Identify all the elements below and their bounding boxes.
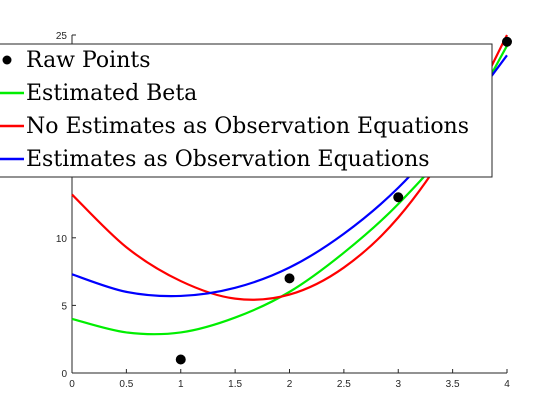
y-tick-label: 10 [56,234,68,245]
legend-label-0: Estimated Beta [26,81,197,106]
raw-point [502,36,512,47]
x-tick-label: 2 [287,379,293,390]
y-tick-label: 5 [61,301,67,312]
legend-box [0,43,493,178]
legend-label-2: Estimates as Observation Equations [26,147,430,172]
x-tick-label: 2.5 [337,379,351,390]
y-tick-label: 25 [56,31,68,42]
x-tick-label: 0 [69,379,75,390]
raw-point [393,192,404,203]
y-tick-label: 0 [61,369,67,380]
x-tick-label: 1.5 [228,379,242,390]
x-tick-label: 1 [178,379,184,390]
legend-marker-raw-points [2,55,12,65]
legend-label-1: No Estimates as Observation Equations [26,114,469,139]
x-tick-label: 0.5 [119,379,133,390]
legend: Raw Points Estimated Beta No Estimates as … [0,43,493,178]
raw-points [175,36,512,365]
raw-point [175,354,186,365]
x-tick-label: 3 [395,379,401,390]
x-tick-label: 3.5 [446,379,460,390]
legend-label-raw-points: Raw Points [26,48,151,73]
x-tick-label: 4 [504,379,510,390]
raw-point [284,273,295,284]
